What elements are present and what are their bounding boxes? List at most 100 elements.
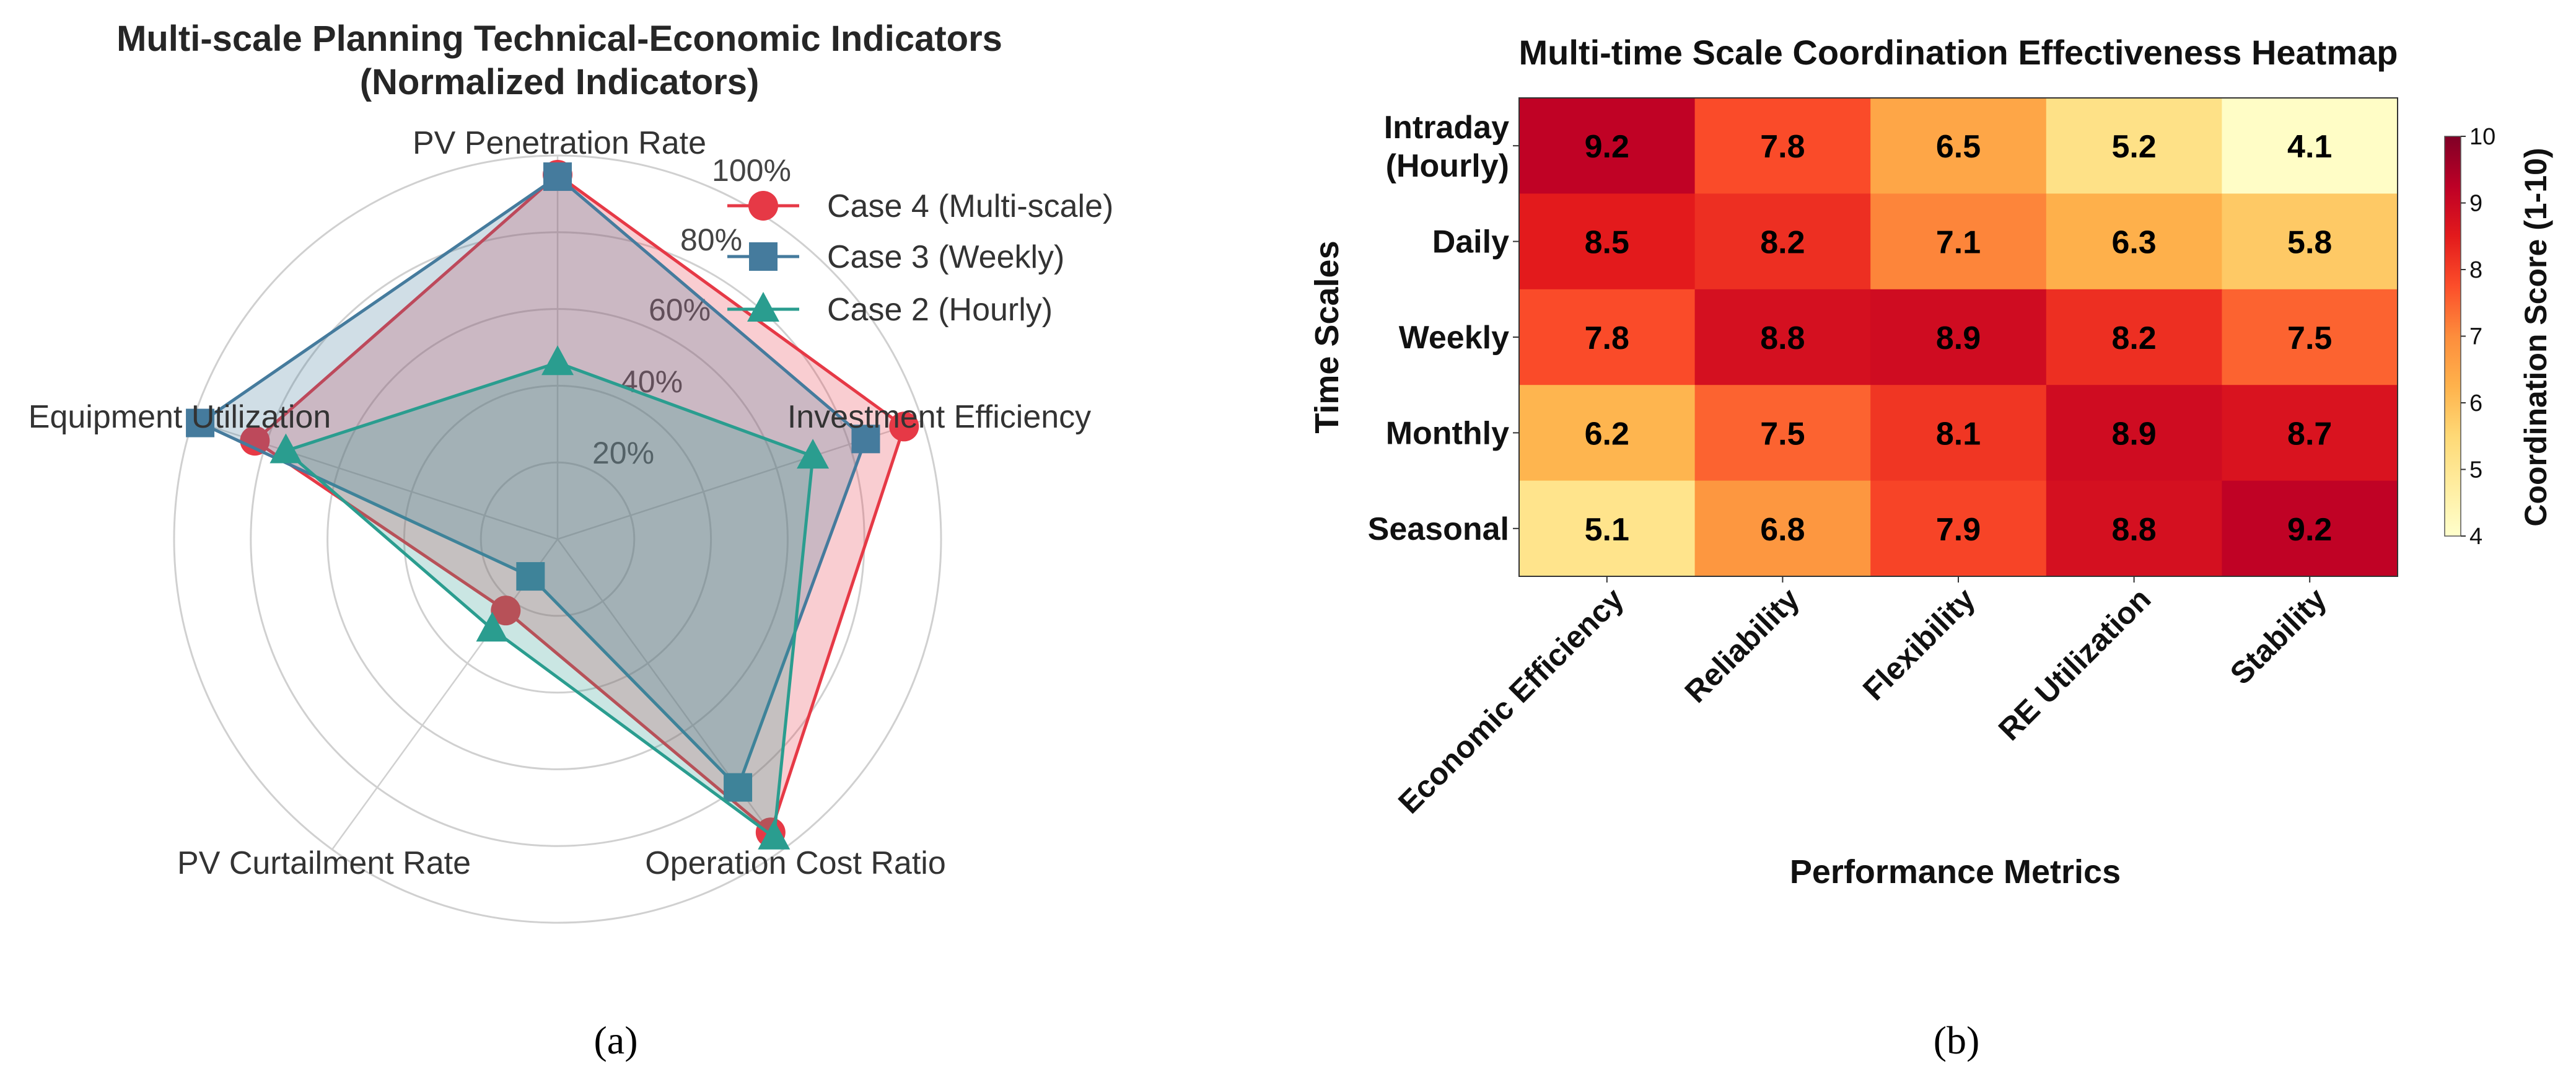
cell-value: 7.5 [2287, 320, 2332, 356]
cell-value: 5.2 [2111, 129, 2156, 165]
heatmap-cell [2222, 193, 2398, 290]
radar-area [286, 363, 813, 837]
x-tick-label: Flexibility [1856, 581, 1982, 707]
x-tick-label: Economic Efficiency [1391, 581, 1631, 820]
radar-point [543, 162, 572, 191]
radar-chart: Multi-scale Planning Technical-Economic … [28, 19, 1114, 1062]
legend-label: Case 2 (Hourly) [827, 292, 1053, 328]
cell-value: 6.3 [2111, 225, 2156, 261]
heatmap-cell [1519, 193, 1696, 290]
colorbar-label: Coordination Score (1-10) [2518, 147, 2553, 526]
legend-item: Case 2 (Hourly) [727, 292, 1053, 328]
heatmap-cell [1519, 385, 1696, 482]
radar-series [186, 159, 919, 850]
cell-value: 7.8 [1585, 320, 1629, 356]
y-tick-label: Monthly [1386, 415, 1509, 451]
caption-b: (b) [1934, 1018, 1980, 1062]
colorbar-tick-label: 4 [2469, 524, 2482, 550]
heatmap-cell [1870, 98, 2047, 194]
cell-value: 7.5 [1760, 416, 1805, 452]
y-tick-label: Seasonal [1368, 511, 1509, 547]
radar-point [516, 562, 545, 591]
radar-point [851, 424, 880, 454]
cell-value: 7.8 [1760, 129, 1805, 165]
x-tick-label: RE Utilization [1992, 581, 2157, 747]
colorbar-tick-label: 9 [2469, 191, 2482, 217]
radar-line [283, 361, 815, 840]
y-tick-label-line: Weekly [1399, 320, 1509, 356]
heatmap-cell [1519, 480, 1696, 577]
radar-point [269, 433, 302, 464]
radar-point [186, 408, 215, 438]
y-tick-label: Intraday (Hourly) [1384, 110, 1509, 184]
colorbar-tick-label: 8 [2469, 257, 2482, 283]
cell-value: 5.8 [2287, 225, 2332, 261]
cell-value: 4.1 [2287, 129, 2332, 165]
heatmap-cell [2046, 193, 2222, 290]
radar-axis-label: Operation Cost Ratio [645, 845, 946, 881]
radar-line [252, 172, 906, 835]
heatmap-cell [1870, 480, 2047, 577]
radial-tick-label: 20% [592, 436, 654, 470]
radar-series-1 [186, 162, 880, 802]
radial-tick-label: 80% [680, 222, 742, 257]
y-tick-label-line: Seasonal [1368, 511, 1509, 547]
cell-value: 5.1 [1585, 512, 1629, 548]
y-tick-label: Daily [1432, 224, 1509, 260]
heatmap-cell [1694, 98, 1871, 194]
cell-value: 9.2 [1585, 129, 1629, 165]
radar-point [476, 612, 509, 642]
heatmap-cell [2046, 289, 2222, 385]
radar-point [758, 819, 791, 850]
heatmap-cell [2222, 385, 2398, 482]
legend-marker [747, 292, 779, 322]
y-tick-label-line: Intraday [1384, 110, 1509, 146]
heatmap-cell [2222, 98, 2398, 194]
heatmap-cell [1519, 98, 1696, 194]
colorbar-tick-label: 6 [2469, 390, 2482, 416]
colorbar-tick-label: 5 [2469, 457, 2482, 483]
radar-legend: Case 4 (Multi-scale) Case 3 (Weekly) Case … [727, 188, 1113, 328]
heatmap-cell [1870, 385, 2047, 482]
y-axis-label: Time Scales [1308, 240, 1346, 433]
cell-value: 8.1 [1936, 416, 1981, 452]
heatmap-cell [2046, 385, 2222, 482]
colorbar-bar [2444, 136, 2461, 537]
radar-title-line2: (Normalized Indicators) [360, 62, 760, 102]
heatmap-cells: 9.2 7.8 6.5 5.2 4.1 8.5 8.2 7.1 6.3 5.8 7.8 8.8 8.9 8… [1518, 97, 2398, 577]
radar-axis-label: Investment Efficiency [787, 399, 1091, 435]
heatmap-cell [1870, 289, 2047, 385]
y-tick-label-line: Daily [1432, 224, 1509, 260]
legend-marker [749, 242, 778, 271]
radar-area [255, 174, 905, 833]
heatmap-cell [2222, 480, 2398, 577]
cell-value: 7.1 [1936, 225, 1981, 261]
radial-tick-label: 40% [621, 364, 683, 399]
radar-axis-labels: PV Penetration Rate Investment Efficiency… [28, 125, 1091, 881]
heatmap-cell [1694, 385, 1871, 482]
radar-point [240, 426, 270, 456]
legend-item: Case 3 (Weekly) [727, 239, 1064, 275]
radar-axis-label: PV Curtailment Rate [177, 845, 471, 881]
heatmap-cell [1694, 193, 1871, 290]
cell-value: 8.2 [2111, 320, 2156, 356]
cell-value: 6.5 [1936, 129, 1981, 165]
radial-tick-label: 100% [712, 153, 791, 188]
colorbar-tick-label: 10 [2469, 124, 2495, 150]
y-tick-label-line: (Hourly) [1386, 148, 1509, 184]
x-axis-label: Performance Metrics [1790, 853, 2121, 891]
cell-value: 8.9 [2111, 416, 2156, 452]
radar-point [491, 596, 521, 626]
cell-value: 8.7 [2287, 416, 2332, 452]
colorbar-tick-label: 7 [2469, 324, 2482, 350]
colorbar: 4 5 6 7 8 9 10 [2444, 124, 2495, 550]
x-tick-label: Stability [2223, 581, 2333, 691]
cell-value: 8.8 [1760, 320, 1805, 356]
legend-item: Case 4 (Multi-scale) [727, 188, 1113, 224]
heatmap-chart: Multi-time Scale Coordination Effectiven… [1308, 33, 2553, 1062]
cell-value: 6.2 [1585, 416, 1629, 452]
radar-axis-label: Equipment Utilization [28, 399, 331, 435]
radar-point [541, 345, 574, 376]
radar-series-2 [269, 345, 830, 850]
